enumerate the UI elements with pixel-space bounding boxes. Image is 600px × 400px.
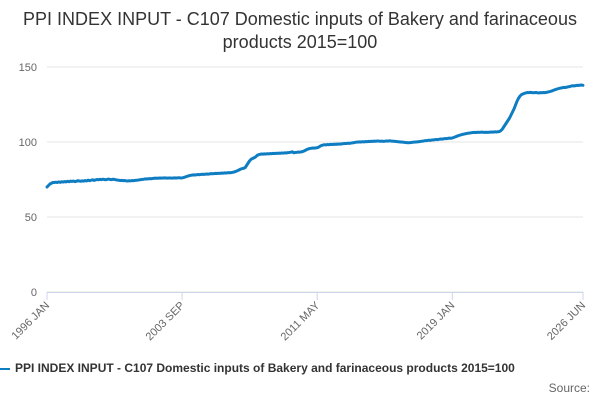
y-tick-label: 0 [31,287,37,299]
legend-swatch [0,367,10,370]
chart-title: PPI INDEX INPUT - C107 Domestic inputs o… [23,9,577,52]
x-tick-label: 1996 JAN [9,300,52,343]
y-tick-label: 100 [19,137,37,149]
y-tick-label: 150 [19,62,37,74]
legend: PPI INDEX INPUT - C107 Domestic inputs o… [0,361,600,375]
x-tick-label: 2026 JUN [545,300,588,343]
legend-label: PPI INDEX INPUT - C107 Domestic inputs o… [15,361,515,375]
x-tick-label: 2003 SEP [144,300,188,344]
source: Source: [548,381,590,395]
y-tick-label: 50 [25,212,37,224]
x-tick-label: 2011 MAY [279,299,323,343]
data-line [45,83,585,189]
x-tick-label: 2019 JAN [415,300,458,343]
